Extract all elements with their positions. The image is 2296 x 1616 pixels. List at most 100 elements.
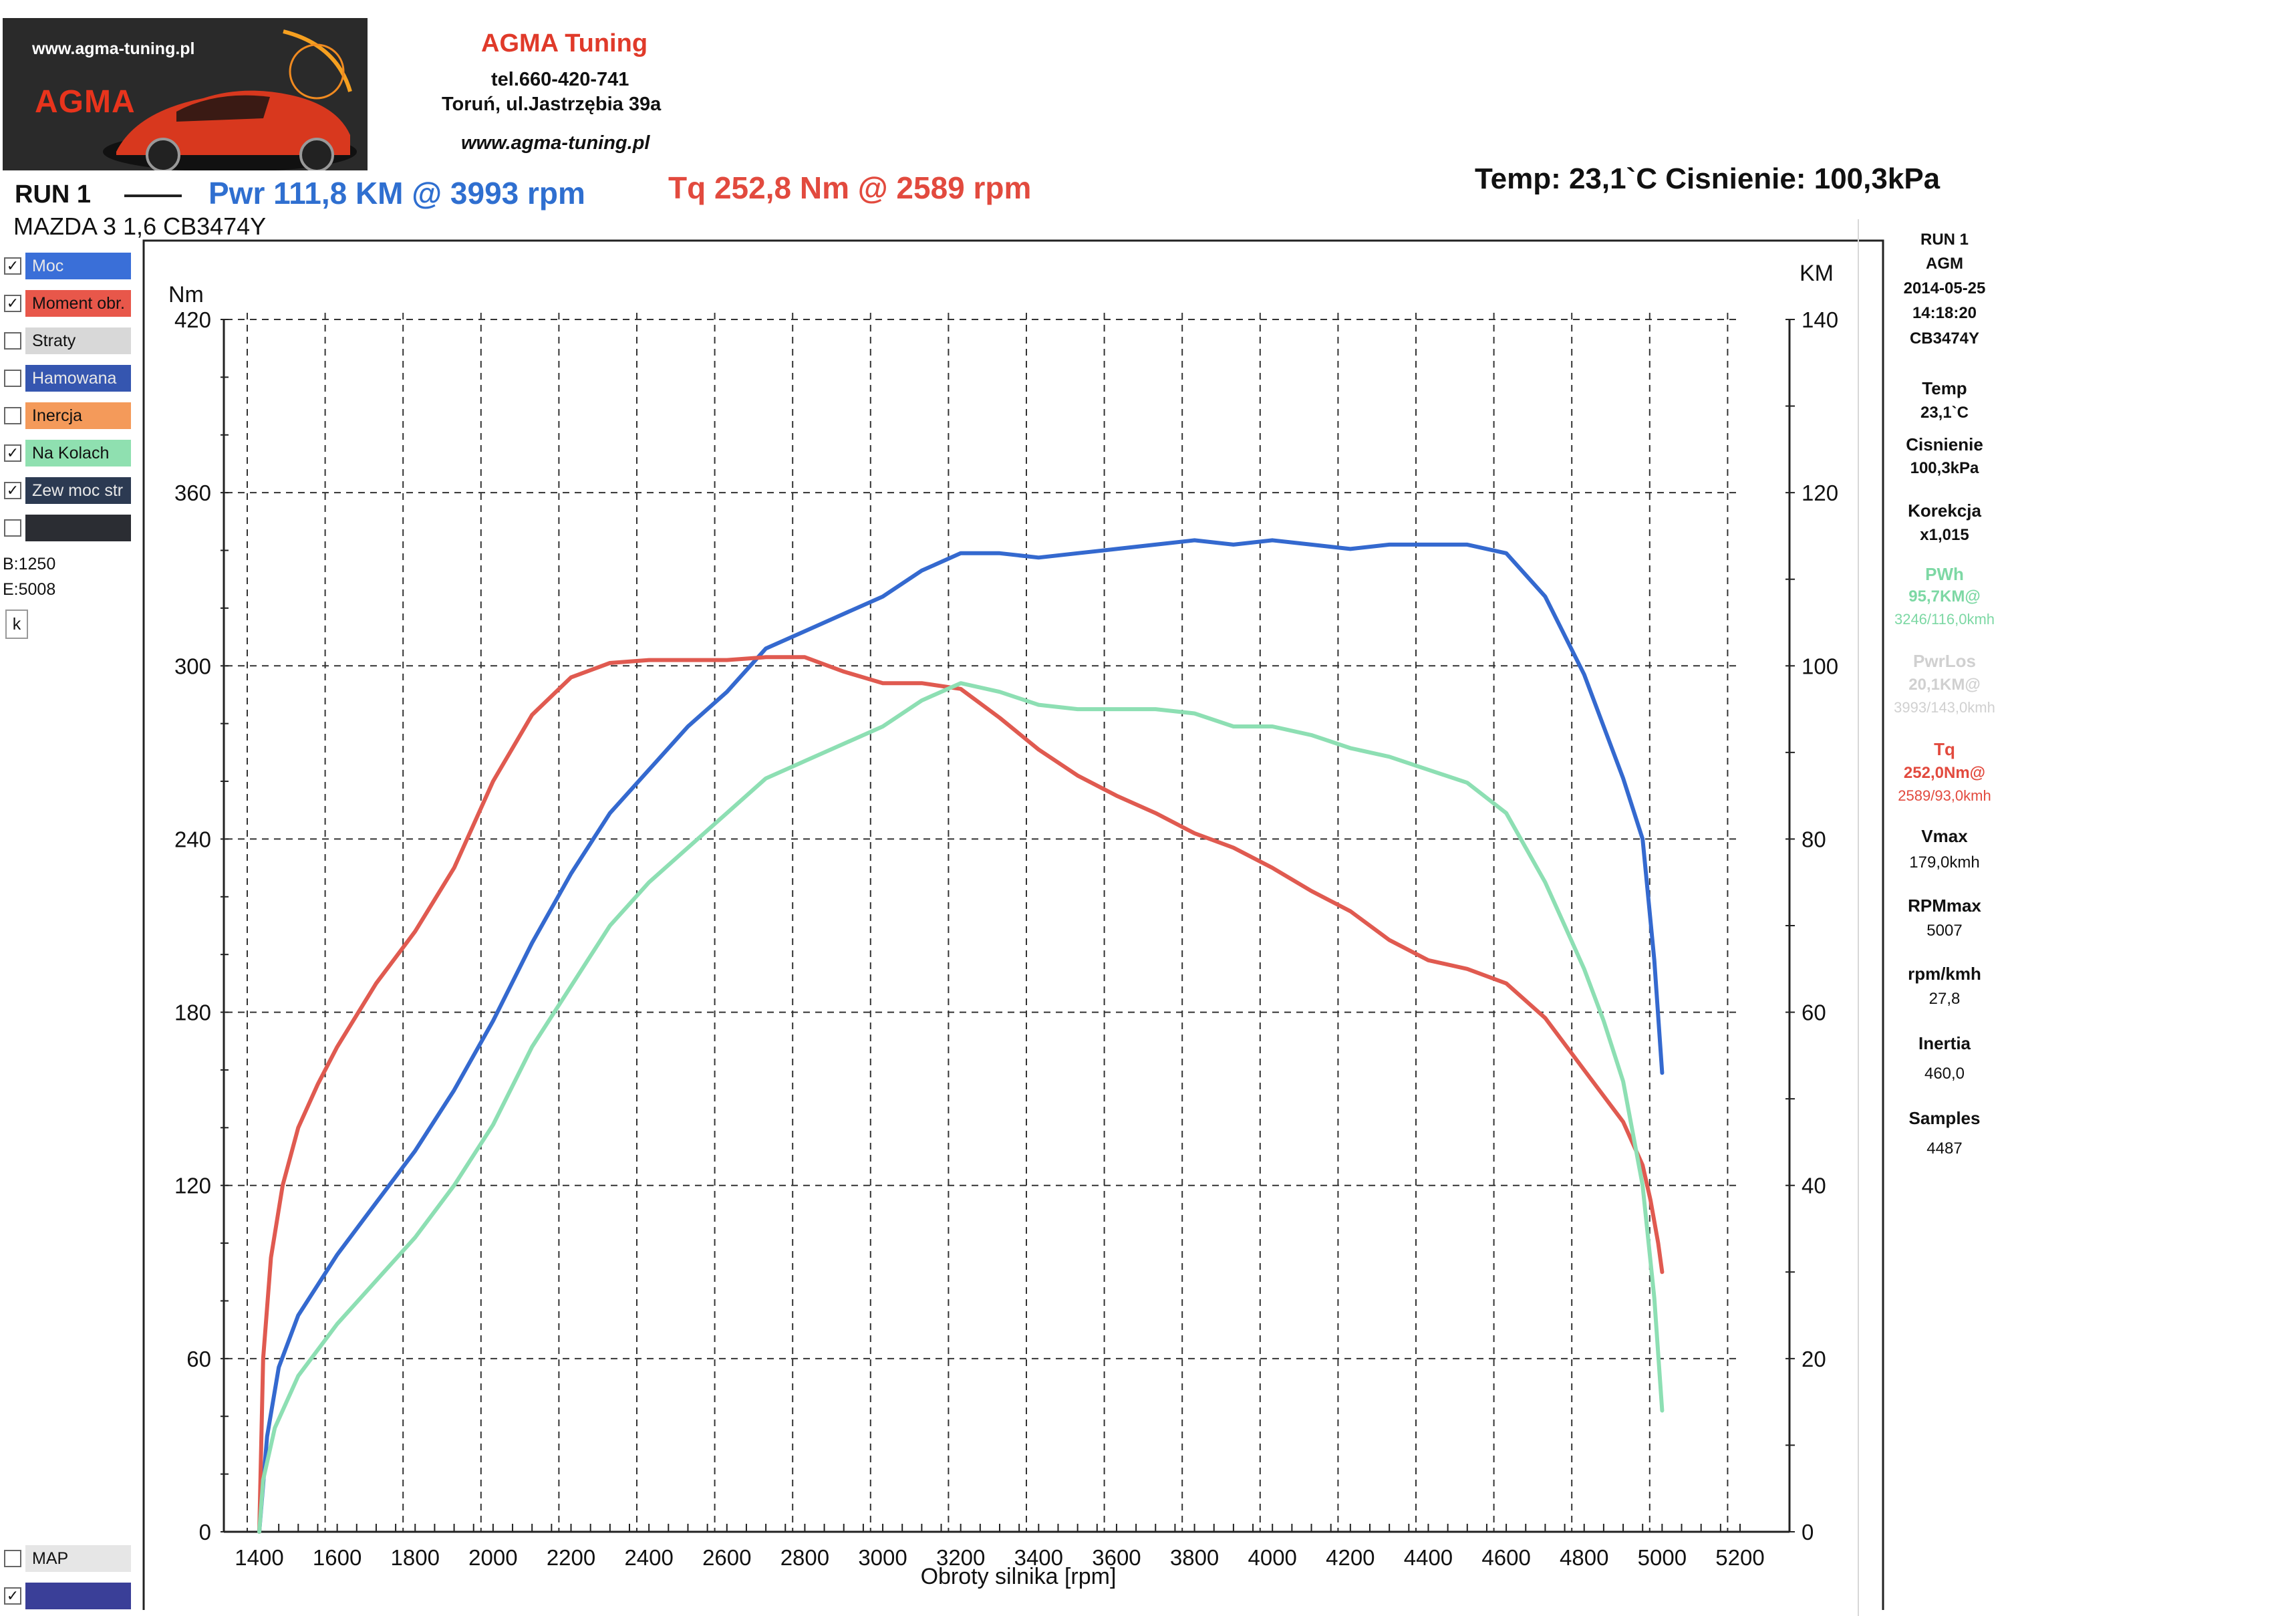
checkbox[interactable]	[4, 370, 21, 387]
y-right-tick-label: 100	[1802, 654, 1838, 678]
x-tick-label: 1400	[235, 1545, 283, 1570]
y-right-axis-label: KM	[1800, 261, 1834, 286]
rp-pwrlos-value1: 20,1KM@	[1908, 676, 1981, 694]
y-left-tick-label: 360	[174, 481, 211, 505]
company-address: Toruń, ul.Jastrzębia 39a	[442, 94, 662, 115]
y-right-tick-label: 120	[1802, 481, 1838, 505]
series-toggle-straty[interactable]: Straty	[3, 327, 131, 354]
company-website: www.agma-tuning.pl	[461, 132, 650, 154]
run-label: RUN 1	[15, 180, 92, 209]
y-left-tick-label: 300	[174, 654, 211, 678]
conditions-summary: Temp: 23,1`C Cisnienie: 100,3kPa	[1475, 162, 1941, 195]
series-toggle-hamowana[interactable]: Hamowana	[3, 365, 131, 392]
power-summary: Pwr 111,8 KM @ 3993 rpm	[208, 176, 585, 211]
series-toggle-inercja[interactable]: Inercja	[3, 402, 131, 429]
y-right-tick-label: 20	[1802, 1347, 1826, 1371]
series-line-wheel	[257, 681, 1665, 1534]
company-name: AGMA Tuning	[481, 29, 648, 57]
x-tick-label: 2600	[702, 1545, 751, 1570]
checkbox[interactable]: ✓	[4, 295, 21, 312]
series-toggle-map[interactable]: MAP	[3, 1545, 131, 1572]
vehicle-name: MAZDA 3 1,6 CB3474Y	[13, 213, 267, 240]
rp-temp-value: 23,1`C	[1920, 404, 1969, 422]
logo-url-text: www.agma-tuning.pl	[32, 39, 195, 58]
y-left-axis-label: Nm	[168, 282, 204, 307]
rp-samples-value: 4487	[1926, 1139, 1963, 1158]
series-toggle-moment-obr[interactable]: ✓ Moment obr.	[3, 290, 131, 317]
x-tick-label: 3000	[858, 1545, 907, 1570]
begin-value: B:1250	[3, 555, 56, 573]
checkbox[interactable]: ✓	[4, 257, 21, 275]
x-axis-label: Obroty silnika [rpm]	[921, 1564, 1117, 1589]
series-toggle-unnamed-1[interactable]: ✓	[3, 1583, 131, 1609]
rp-run-info-3: 2014-05-25	[1903, 279, 1986, 297]
checkbox-label: Inercja	[25, 402, 131, 429]
x-tick-label: 3600	[1092, 1545, 1141, 1570]
run-line-legend	[124, 194, 182, 197]
checkbox-label	[25, 515, 131, 541]
x-tick-label: 2400	[624, 1545, 673, 1570]
y-right-tick-label: 0	[1802, 1520, 1814, 1544]
x-tick-label: 2200	[547, 1545, 595, 1570]
torque-summary: Tq 252,8 Nm @ 2589 rpm	[668, 170, 1032, 205]
series-toggle-unnamed-7[interactable]	[3, 515, 131, 541]
rp-tq-label: Tq	[1934, 739, 1955, 759]
x-tick-label: 4600	[1481, 1545, 1530, 1570]
x-tick-label: 3800	[1170, 1545, 1219, 1570]
x-tick-label: 1800	[391, 1545, 440, 1570]
car-illustration	[103, 29, 357, 170]
series-toggle-moc[interactable]: ✓ Moc	[3, 253, 131, 279]
checkbox[interactable]: ✓	[4, 1587, 21, 1605]
rp-run-info-1: RUN 1	[1920, 231, 1969, 249]
right-panel-divider	[1858, 219, 1859, 1616]
x-tick-label: 5200	[1715, 1545, 1764, 1570]
end-value: E:5008	[3, 580, 56, 599]
rp-samples-label: Samples	[1908, 1108, 1981, 1128]
checkbox-label: Straty	[25, 327, 131, 354]
series-toggle-na-kolach[interactable]: ✓ Na Kolach	[3, 440, 131, 466]
checkbox[interactable]: ✓	[4, 482, 21, 499]
rp-correction-value: x1,015	[1920, 526, 1969, 544]
checkbox-label	[25, 1583, 131, 1609]
checkbox-label: MAP	[25, 1545, 131, 1572]
rp-inertia-label: Inertia	[1918, 1033, 1971, 1053]
rp-rpmmax-value: 5007	[1926, 922, 1963, 940]
checkbox[interactable]	[4, 407, 21, 424]
rp-pwh-value1: 95,7KM@	[1908, 587, 1981, 605]
series-line-power	[257, 538, 1665, 1534]
k-button[interactable]: k	[5, 610, 28, 639]
rp-run-info-2: AGM	[1926, 255, 1963, 273]
checkbox[interactable]	[4, 519, 21, 537]
rp-rpmkmh-label: rpm/kmh	[1908, 964, 1981, 984]
company-logo: www.agma-tuning.pl AGMA	[3, 18, 368, 170]
rp-rpmmax-label: RPMmax	[1908, 896, 1981, 916]
y-left-tick-label: 180	[174, 1000, 211, 1025]
checkbox[interactable]	[4, 332, 21, 350]
y-left-tick-label: 60	[186, 1347, 211, 1371]
rp-rpmkmh-value: 27,8	[1928, 990, 1961, 1008]
x-tick-label: 2800	[780, 1545, 829, 1570]
checkbox[interactable]	[4, 1550, 21, 1567]
y-left-tick-label: 240	[174, 827, 211, 851]
x-tick-label: 4800	[1560, 1545, 1608, 1570]
x-tick-label: 3400	[1014, 1545, 1063, 1570]
y-left-tick-label: 0	[199, 1520, 211, 1544]
logo-brand: AGMA	[35, 84, 136, 120]
series-toggle-zew-moc-str[interactable]: ✓ Zew moc str	[3, 477, 131, 504]
x-tick-label: 4000	[1248, 1545, 1296, 1570]
y-left-tick-label: 420	[174, 307, 211, 332]
rp-run-info-4: 14:18:20	[1912, 304, 1977, 322]
checkbox-label: Na Kolach	[25, 440, 131, 466]
x-tick-label: 4200	[1326, 1545, 1375, 1570]
checkbox[interactable]: ✓	[4, 444, 21, 462]
rp-pwh-label: PWh	[1925, 564, 1964, 584]
rp-run-info-5: CB3474Y	[1909, 329, 1980, 348]
rp-pwrlos-value2: 3993/143,0kmh	[1894, 699, 1995, 716]
company-phone: tel.660-420-741	[491, 69, 629, 90]
rp-temp-label: Temp	[1922, 378, 1967, 398]
x-tick-label: 2000	[468, 1545, 517, 1570]
chart-frame	[142, 239, 1884, 1610]
x-tick-label: 5000	[1638, 1545, 1687, 1570]
rp-vmax-label: Vmax	[1921, 826, 1968, 846]
